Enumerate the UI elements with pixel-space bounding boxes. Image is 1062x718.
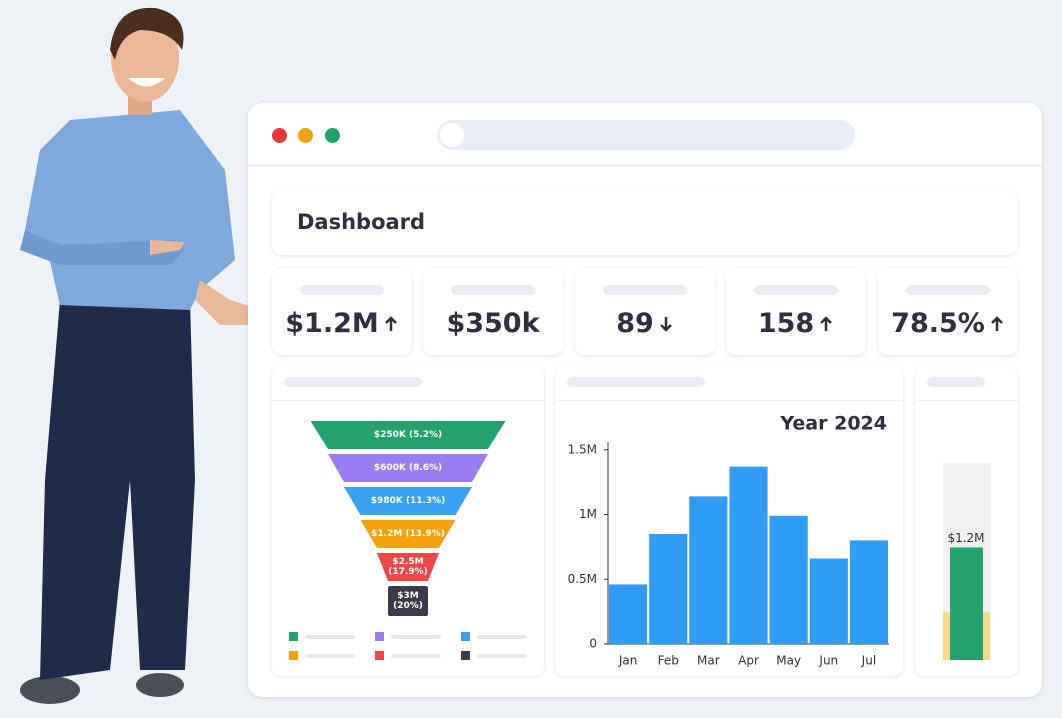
placeholder — [603, 285, 687, 295]
kpi-card: $1.2M — [272, 268, 412, 355]
funnel-panel: $250K (5.2%) $600K (8.6%) $980K (11.3%) $1.… — [272, 366, 544, 676]
bar — [649, 533, 688, 644]
funnel-stage: $1.2M (13.9%) — [360, 520, 456, 548]
bar — [729, 466, 768, 644]
window-dot — [298, 128, 313, 143]
kpi-card: 158 — [726, 268, 866, 355]
y-tick-label: 0.5M — [568, 572, 597, 586]
arrow-path — [820, 315, 833, 331]
legend-swatch — [289, 651, 298, 660]
divider — [248, 165, 1042, 166]
trend-arrow — [990, 315, 1003, 331]
legend-placeholder — [477, 654, 527, 658]
placeholder — [300, 285, 384, 295]
legend-placeholder — [305, 635, 355, 639]
arrow-path — [384, 315, 397, 331]
bar — [809, 558, 848, 644]
legend-swatch — [375, 632, 384, 641]
kpi-card: 78.5% — [878, 268, 1018, 355]
kpi-value: 89 — [616, 308, 654, 339]
kpi-value: 78.5% — [891, 308, 985, 339]
placeholder — [451, 285, 535, 295]
trend-arrow — [659, 316, 672, 332]
legend-placeholder — [391, 635, 441, 639]
kpi-row: 158 — [726, 308, 866, 339]
legend-placeholder — [305, 654, 355, 658]
kpi-card: $350k — [423, 268, 563, 355]
kpi-value: 158 — [757, 308, 815, 339]
legend-placeholder — [477, 635, 527, 639]
trend-arrow — [384, 315, 397, 331]
person-illustration — [20, 7, 250, 704]
dashboard-header: Dashboard — [272, 190, 1018, 255]
x-tick-label: May — [776, 654, 801, 668]
funnel-stage: $980K (11.3%) — [344, 487, 472, 515]
kpi-card: 89 — [575, 268, 715, 355]
kpi-row: $350k — [423, 308, 563, 339]
legend-swatch — [461, 651, 470, 660]
kpi-row: $1.2M — [272, 308, 412, 339]
funnel-stage: $600K (8.6%) — [328, 454, 488, 482]
arrow-path — [659, 316, 672, 332]
bar — [769, 515, 808, 644]
y-tick-label: 1M — [579, 507, 597, 521]
funnel-stage: $3M (20%) — [388, 586, 428, 616]
address-bar[interactable] — [437, 120, 855, 150]
gauge-bar — [950, 547, 983, 660]
y-tick-label: 0 — [589, 637, 597, 651]
legend-swatch — [289, 632, 298, 641]
kpi-value: $350k — [446, 308, 540, 339]
arrow-path — [990, 315, 1003, 331]
x-tick-label: Mar — [697, 654, 720, 668]
placeholder — [906, 285, 990, 295]
x-tick-label: Feb — [658, 654, 679, 668]
x-tick-label: Jun — [818, 654, 838, 668]
kpi-row: 89 — [575, 308, 715, 339]
funnel-stage: $250K (5.2%) — [310, 421, 506, 449]
x-tick-label: Jul — [861, 654, 876, 668]
y-tick-label: 1.5M — [568, 442, 597, 456]
placeholder — [754, 285, 838, 295]
window-dot — [272, 128, 287, 143]
kpi-value: $1.2M — [285, 308, 379, 339]
kpi-row: 78.5% — [878, 308, 1018, 339]
bar — [609, 584, 648, 644]
x-tick-label: Jan — [618, 654, 638, 668]
legend-swatch — [461, 632, 470, 641]
bar — [689, 496, 728, 644]
dashboard-title: Dashboard — [297, 210, 426, 234]
x-tick-label: Apr — [738, 654, 759, 668]
gauge-label: $1.2M — [947, 531, 984, 545]
trend-arrow — [820, 315, 833, 331]
legend-swatch — [375, 651, 384, 660]
chart-title: Year 2024 — [779, 413, 887, 435]
funnel-stage: $2.5M (17.9%) — [377, 553, 439, 581]
window-dot — [325, 128, 340, 143]
bar — [849, 540, 888, 644]
legend-placeholder — [391, 654, 441, 658]
